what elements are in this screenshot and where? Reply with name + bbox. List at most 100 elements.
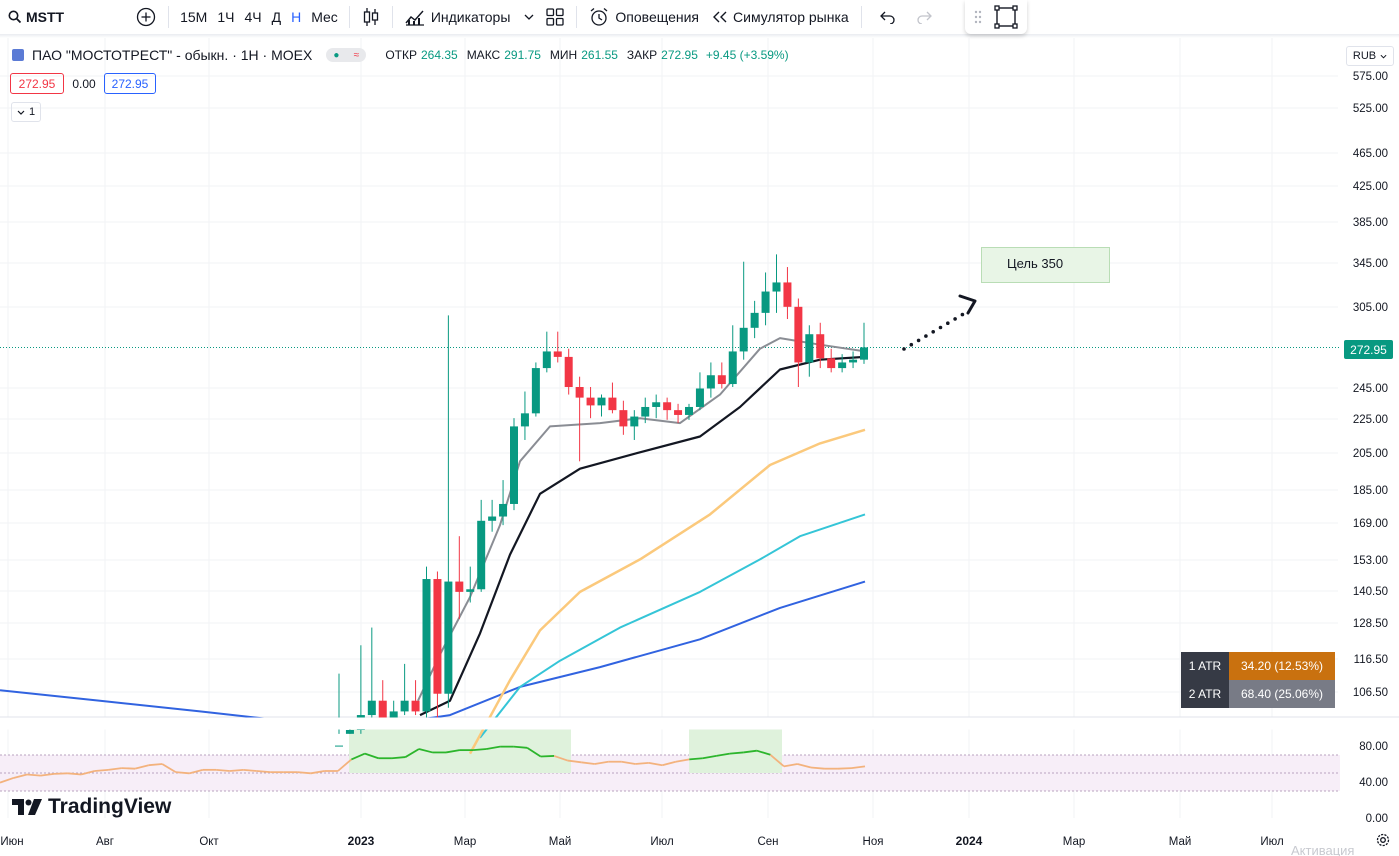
projection-dot	[931, 330, 935, 334]
rsi-background	[0, 729, 1340, 792]
atr-1-value: 34.20 (12.53%)	[1229, 652, 1335, 680]
undo-button[interactable]	[868, 0, 906, 34]
price-tick-label: 153.00	[1353, 555, 1388, 567]
rectangle-tool-icon[interactable]	[994, 5, 1018, 29]
candle-body	[783, 282, 792, 307]
price-axis[interactable]: 575.00 525.00 465.00 425.00 385.00 345.00 305.…	[1353, 71, 1388, 699]
candle-body	[794, 306, 803, 363]
sell-price-box[interactable]: 272.95	[10, 73, 64, 94]
currency-label: RUB	[1352, 50, 1377, 62]
candle-body	[630, 416, 639, 427]
candle-body	[685, 406, 693, 415]
rsi-tick-label: 40.00	[1359, 777, 1388, 789]
price-tick-label: 245.00	[1353, 383, 1388, 395]
moex-flag-icon	[12, 49, 24, 61]
indicators-collapse-button[interactable]: 1	[11, 102, 41, 122]
rsi-segment	[310, 770, 325, 775]
candle-body	[663, 402, 672, 411]
open-label: ОТКР	[385, 48, 417, 62]
indicators-button[interactable]: Индикаторы	[399, 0, 541, 34]
rsi-segment	[689, 757, 703, 761]
chart-settings-button[interactable]	[1375, 832, 1391, 853]
rsi-segment	[364, 752, 379, 760]
price-tick-label: 465.00	[1353, 148, 1388, 160]
time-axis[interactable]: Июн Авг Окт 2023 Мар Май Июл Сен Ноя 2024 Мар Май Ию…	[0, 834, 1283, 848]
rsi-tick-label: 80.00	[1359, 741, 1388, 753]
candle-body	[400, 700, 409, 712]
price-chart[interactable]: 575.00 525.00 465.00 425.00 385.00 345.00 305.…	[0, 38, 1399, 856]
ma-gray-line	[417, 337, 866, 702]
redo-button[interactable]	[906, 0, 944, 34]
close-label: ЗАКР	[626, 48, 658, 62]
rsi-overbought-zone	[689, 729, 782, 773]
rsi-segment	[256, 770, 271, 774]
timeframe-month[interactable]: Мес	[311, 9, 338, 25]
grid-icon	[546, 8, 565, 26]
tradingview-logo[interactable]: TradingView	[12, 795, 171, 819]
candle-body	[706, 375, 715, 389]
alerts-button[interactable]: Оповещения	[583, 0, 705, 34]
time-tick-label: Авг	[96, 836, 114, 848]
buy-price-box[interactable]: 272.95	[104, 73, 156, 94]
indicators-icon	[405, 10, 424, 26]
symbol-search-button[interactable]: MSTT	[0, 0, 70, 34]
currency-select[interactable]: RUB	[1346, 46, 1394, 66]
time-tick-label: Май	[1169, 836, 1192, 848]
timeframe-4h[interactable]: 4Ч	[244, 9, 262, 25]
candle-body	[345, 729, 354, 734]
rsi-segment	[445, 749, 460, 754]
candle-body	[641, 406, 650, 417]
replay-button[interactable]: Симулятор рынка	[705, 0, 855, 34]
rsi-segment	[553, 755, 568, 762]
rsi-tick-label: 0.00	[1366, 813, 1388, 825]
tradingview-logo-icon	[12, 799, 42, 815]
rsi-segment	[797, 763, 812, 769]
candle-body	[827, 358, 836, 369]
rsi-segment	[526, 747, 542, 758]
price-tick-label: 385.00	[1353, 217, 1388, 229]
target-note[interactable]: Цель 350	[981, 247, 1110, 283]
timeframe-15m[interactable]: 15M	[180, 9, 208, 25]
candle-body	[499, 503, 508, 517]
price-tick-label: 169.00	[1353, 518, 1388, 530]
candle-body	[553, 351, 562, 357]
rsi-segment	[567, 759, 582, 764]
candle-body	[849, 359, 858, 363]
compare-symbol-button[interactable]	[130, 0, 162, 34]
wave-icon: ≈	[353, 49, 360, 61]
time-tick-label: Июн	[0, 836, 23, 848]
candle-body	[477, 520, 486, 590]
rsi-segment	[729, 751, 744, 755]
rsi-segment	[26, 773, 41, 777]
time-tick-label: Ноя	[863, 836, 884, 848]
price-tick-label: 525.00	[1353, 103, 1388, 115]
chart-type-button[interactable]	[356, 0, 386, 34]
drawing-toolbar-floating[interactable]	[965, 0, 1027, 34]
timeframe-day[interactable]: Д	[271, 9, 282, 25]
top-toolbar: MSTT 15M 1Ч 4Ч Д Н Мес Индикаторы Оповещ…	[0, 0, 1399, 34]
toolbar-divider	[576, 6, 578, 28]
candle-body	[389, 711, 398, 719]
rsi-axis: 80.00 40.00 0.00	[1359, 741, 1388, 825]
rsi-segment	[418, 748, 433, 754]
rsi-segment	[675, 758, 690, 763]
projection-dot	[909, 342, 914, 347]
redo-icon	[917, 11, 932, 24]
timeframe-1h[interactable]: 1Ч	[217, 9, 235, 25]
rsi-segment	[148, 763, 163, 767]
candle-body	[378, 700, 387, 719]
rsi-segment	[188, 768, 203, 775]
rsi-segment	[648, 761, 663, 767]
price-tick-label: 128.50	[1353, 618, 1388, 630]
time-tick-label: Мар	[454, 836, 477, 848]
templates-button[interactable]	[540, 0, 570, 34]
alerts-label: Оповещения	[615, 9, 700, 25]
candle-body	[444, 581, 453, 694]
legend-status-pill[interactable]: ● ≈	[326, 48, 367, 62]
legend-title: ПАО "МОСТОТРЕСТ" - обыкн. · 1Н · MOEX	[32, 47, 313, 63]
timeframe-week[interactable]: Н	[291, 9, 302, 25]
rsi-segment	[54, 772, 68, 775]
candle-body	[542, 351, 551, 369]
gear-icon	[1376, 833, 1390, 847]
candle-body	[695, 388, 704, 407]
